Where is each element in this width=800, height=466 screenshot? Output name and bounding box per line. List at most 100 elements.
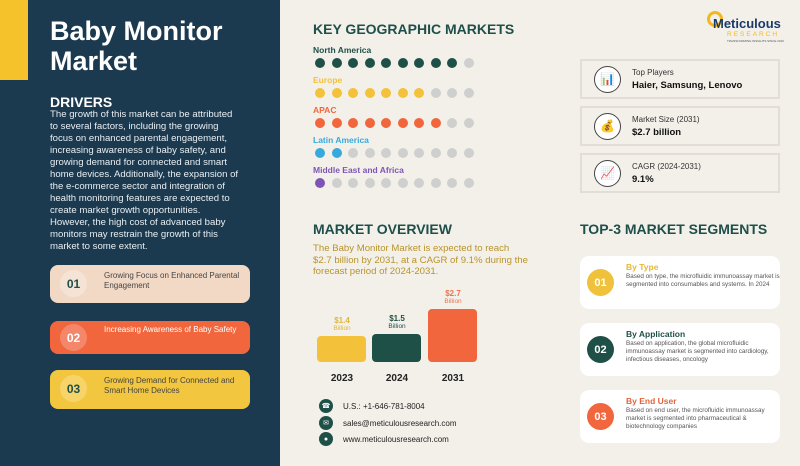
dot-filled (315, 118, 325, 128)
dot-empty (447, 88, 457, 98)
segments-heading: TOP-3 MARKET SEGMENTS (580, 221, 768, 237)
line-chart-icon: 📈 (594, 159, 621, 187)
dot-empty (463, 58, 474, 68)
logo-tagline: TRANSFORMING INSIGHTS SINCE 2010 (727, 39, 784, 43)
info-label: CAGR (2024-2031) (632, 161, 701, 171)
dot-filled (315, 148, 325, 158)
bar-unit: Billion (388, 323, 406, 330)
bar-value: $1.4 (334, 316, 350, 325)
region-label: Middle East and Africa (313, 165, 404, 175)
driver-card-1: 01 Growing Focus on Enhanced Parental En… (50, 265, 250, 303)
dot-empty (364, 178, 375, 188)
region-dots (315, 118, 474, 128)
info-value: Haier, Samsung, Lenovo (632, 79, 743, 91)
dot-filled (348, 58, 358, 68)
dot-filled (414, 88, 424, 98)
dot-filled (381, 118, 391, 128)
region-label: North America (313, 45, 372, 55)
region-label: Latin America (313, 135, 369, 145)
dot-empty (463, 88, 474, 98)
email-icon: ✉ (319, 416, 333, 430)
segment-card: 01 By Type Based on type, the microfluid… (580, 256, 780, 309)
dot-empty (348, 178, 358, 188)
info-label: Market Size (2031) (632, 114, 700, 124)
dot-empty (331, 178, 342, 188)
dot-filled (331, 148, 342, 158)
logo: Meticulous RESEARCH TRANSFORMING INSIGHT… (707, 11, 787, 47)
bar-chart-icon: 📊 (594, 65, 621, 93)
segment-card: 02 By Application Based on application, … (580, 323, 780, 376)
bar-value: $2.7 (445, 289, 461, 298)
bar-2031 (428, 309, 477, 362)
driver-label: Increasing Awareness of Baby Safety (104, 325, 237, 334)
dot-empty (447, 178, 457, 188)
dot-empty (414, 148, 424, 158)
dot-filled (397, 58, 408, 68)
contact-email[interactable]: sales@meticulousresearch.com (343, 419, 457, 428)
region-dots (315, 148, 474, 158)
segment-number: 02 (587, 336, 614, 363)
dot-filled (381, 88, 391, 98)
dot-empty (348, 148, 358, 158)
geo-heading: KEY GEOGRAPHIC MARKETS (313, 21, 515, 37)
bar-unit: Billion (333, 325, 351, 332)
magnifier-icon (707, 11, 723, 27)
logo-name: Meticulous (713, 16, 781, 31)
drivers-text: The growth of this market can be attribu… (50, 109, 239, 252)
dot-filled (348, 118, 358, 128)
dot-empty (397, 148, 408, 158)
contact-phone[interactable]: U.S.: +1-646-781-8004 (343, 402, 425, 411)
overview-text: The Baby Monitor Market is expected to r… (313, 243, 528, 277)
bar-2023 (317, 336, 366, 362)
globe-icon: ● (319, 432, 333, 446)
region-dots (315, 88, 474, 98)
info-cagr: 📈 CAGR (2024-2031) 9.1% (580, 153, 780, 193)
dot-empty (430, 88, 441, 98)
dot-empty (463, 118, 474, 128)
info-label: Top Players (632, 67, 674, 77)
dot-filled (430, 58, 441, 68)
dot-filled (364, 118, 375, 128)
dot-filled (397, 118, 408, 128)
dot-filled (430, 118, 441, 128)
phone-icon: ☎ (319, 399, 333, 413)
dot-empty (381, 148, 391, 158)
segment-number: 03 (587, 403, 614, 430)
region-dots (315, 58, 474, 68)
dot-filled (331, 58, 342, 68)
dot-filled (315, 88, 325, 98)
year-tick-label: 2024 (385, 373, 409, 384)
accent-bar (0, 0, 28, 80)
dot-empty (414, 178, 424, 188)
drivers-heading: DRIVERS (50, 94, 113, 110)
driver-card-3: 03 Growing Demand for Connected and Smar… (50, 370, 250, 409)
dot-filled (315, 58, 325, 68)
dot-empty (430, 178, 441, 188)
dot-empty (381, 178, 391, 188)
region-label: APAC (313, 105, 337, 115)
driver-number: 01 (60, 270, 87, 297)
money-bag-icon: 💰 (594, 112, 621, 140)
segment-title: By Type (626, 262, 659, 272)
dot-filled (364, 58, 375, 68)
dot-empty (397, 178, 408, 188)
bar-data-label: $1.5 Billion (372, 315, 422, 331)
dot-filled (414, 58, 424, 68)
dot-filled (414, 118, 424, 128)
bar-2024 (372, 334, 421, 362)
dot-empty (430, 148, 441, 158)
segment-text: Based on application, the global microfl… (626, 340, 769, 363)
contact-web[interactable]: www.meticulousresearch.com (343, 435, 449, 444)
dot-empty (463, 148, 474, 158)
region-dots (315, 178, 474, 188)
segment-title: By Application (626, 329, 686, 339)
info-top-players: 📊 Top Players Haier, Samsung, Lenovo (580, 59, 780, 99)
overview-heading: MARKET OVERVIEW (313, 221, 452, 237)
dot-filled (315, 178, 325, 188)
driver-number: 02 (60, 324, 87, 351)
info-value: 9.1% (632, 173, 654, 185)
bar-data-label: $1.4 Billion (317, 317, 367, 333)
dot-empty (447, 148, 457, 158)
logo-sub: RESEARCH (727, 31, 780, 38)
region-label: Europe (313, 75, 343, 85)
